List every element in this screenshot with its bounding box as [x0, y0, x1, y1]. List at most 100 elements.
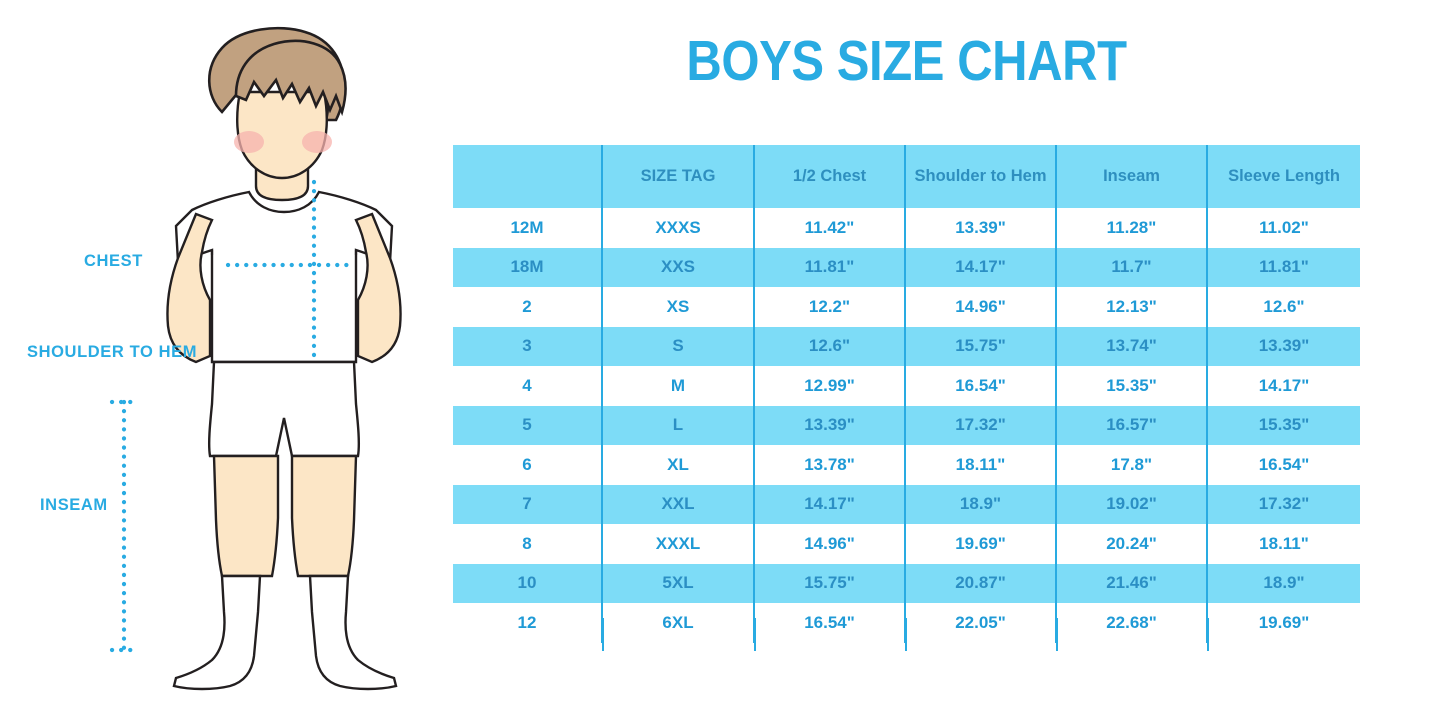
column-header-shoulder-to-hem: Shoulder to Hem: [904, 145, 1056, 208]
cell-sleeve-length: 17.32": [1206, 484, 1360, 524]
column-header-inseam: Inseam: [1055, 145, 1207, 208]
cell-size: 12M: [510, 217, 544, 237]
arm-right: [354, 212, 402, 364]
table-row: 18M XXS 11.81" 14.17" 11.7" 11.81": [453, 247, 1360, 287]
cell-sleeve-length: 19.69": [1206, 603, 1360, 643]
chest-label: CHEST: [84, 252, 143, 270]
arm-left: [166, 212, 214, 364]
cell-size-tag: XXL: [601, 484, 754, 524]
cell-shoulder-to-hem: 19.69": [904, 524, 1056, 564]
cell-half-chest: 16.54": [753, 603, 905, 643]
table-row: 10 5XL 15.75" 20.87" 21.46" 18.9": [453, 563, 1360, 603]
cell-sleeve-length: 13.39": [1206, 326, 1360, 366]
cell-sleeve-length: 12.6": [1206, 287, 1360, 327]
table-row: 3 S 12.6" 15.75" 13.74" 13.39": [453, 326, 1360, 366]
cell-size: 5: [522, 415, 532, 435]
cell-inseam: 19.02": [1055, 484, 1207, 524]
shoulder-to-hem-label: SHOULDER TO HEM: [27, 343, 198, 361]
hair-fringe: [234, 39, 347, 117]
cell-size: 7: [522, 494, 532, 514]
cell-sleeve-length: 18.9": [1206, 563, 1360, 603]
cell-inseam: 13.74": [1055, 326, 1207, 366]
cell-half-chest: 15.75": [753, 563, 905, 603]
cell-size-tag: S: [601, 326, 754, 366]
cell-shoulder-to-hem: 16.54": [904, 366, 1056, 406]
cell-inseam: 11.7": [1055, 247, 1207, 287]
shorts: [207, 360, 361, 458]
cell-shoulder-to-hem: 14.17": [904, 247, 1056, 287]
thigh-left: [212, 454, 280, 578]
table-row: 12 6XL 16.54" 22.05" 22.68" 19.69": [453, 603, 1360, 643]
table-row: 12M XXXS 11.42" 13.39" 11.28" 11.02": [453, 208, 1360, 248]
size-chart-table-container: SIZE TAG 1/2 Chest Shoulder to Hem Insea…: [453, 145, 1360, 643]
cell-inseam: 17.8": [1055, 445, 1207, 485]
sock-right: [308, 574, 398, 691]
cell-size-tag: XXS: [601, 247, 754, 287]
cell-half-chest: 14.17": [753, 484, 905, 524]
cell-shoulder-to-hem: 14.96": [904, 287, 1056, 327]
column-header-size-tag: SIZE TAG: [601, 145, 754, 208]
cell-size-tag: XXXL: [601, 524, 754, 564]
table-row: 6 XL 13.78" 18.11" 17.8" 16.54": [453, 445, 1360, 485]
inseam-label: INSEAM: [40, 496, 108, 514]
cell-sleeve-length: 11.02": [1206, 208, 1360, 248]
cell-shoulder-to-hem: 20.87": [904, 563, 1056, 603]
cell-inseam: 12.13": [1055, 287, 1207, 327]
cell-inseam: 21.46": [1055, 563, 1207, 603]
cell-inseam: 22.68": [1055, 603, 1207, 643]
cell-half-chest: 11.42": [753, 208, 905, 248]
table-row: 5 L 13.39" 17.32" 16.57" 15.35": [453, 405, 1360, 445]
cell-shoulder-to-hem: 15.75": [904, 326, 1056, 366]
cheek-right: [302, 131, 332, 153]
cell-size-tag: XS: [601, 287, 754, 327]
table-row: 2 XS 12.2" 14.96" 12.13" 12.6": [453, 287, 1360, 327]
cell-size: 10: [517, 573, 537, 593]
boy-figure-svg: [109, 26, 402, 691]
cell-half-chest: 11.81": [753, 247, 905, 287]
sock-left: [172, 574, 262, 691]
sleeve-seams: [210, 250, 358, 255]
table-row: 7 XXL 14.17" 18.9" 19.02" 17.32": [453, 484, 1360, 524]
tshirt: [174, 190, 394, 364]
cheek-left: [234, 131, 264, 153]
cell-size: 12: [517, 612, 537, 632]
cell-half-chest: 12.99": [753, 366, 905, 406]
cell-size: 6: [522, 454, 532, 474]
cell-shoulder-to-hem: 22.05": [904, 603, 1056, 643]
cell-shoulder-to-hem: 13.39": [904, 208, 1056, 248]
cell-inseam: 11.28": [1055, 208, 1207, 248]
cell-size-tag: 5XL: [601, 563, 754, 603]
cell-half-chest: 14.96": [753, 524, 905, 564]
cell-half-chest: 13.39": [753, 405, 905, 445]
cell-size-tag: M: [601, 366, 754, 406]
cell-shoulder-to-hem: 18.11": [904, 445, 1056, 485]
cell-sleeve-length: 16.54": [1206, 445, 1360, 485]
cell-sleeve-length: 18.11": [1206, 524, 1360, 564]
cell-half-chest: 12.2": [753, 287, 905, 327]
cell-size: 3: [522, 336, 532, 356]
cell-size: 8: [522, 533, 532, 553]
cell-size: 18M: [510, 257, 544, 277]
table-header-row: SIZE TAG 1/2 Chest Shoulder to Hem Insea…: [453, 145, 1360, 208]
cell-sleeve-length: 14.17": [1206, 366, 1360, 406]
column-header-sleeve-length: Sleeve Length: [1206, 145, 1360, 208]
cell-size-tag: L: [601, 405, 754, 445]
table-header: SIZE TAG 1/2 Chest Shoulder to Hem Insea…: [453, 145, 1360, 208]
column-header-size: [453, 145, 602, 208]
cell-inseam: 20.24": [1055, 524, 1207, 564]
table-row: 4 M 12.99" 16.54" 15.35" 14.17": [453, 366, 1360, 406]
thigh-right: [290, 454, 358, 578]
cell-sleeve-length: 15.35": [1206, 405, 1360, 445]
cell-size-tag: XXXS: [601, 208, 754, 248]
cell-inseam: 16.57": [1055, 405, 1207, 445]
column-header-half-chest: 1/2 Chest: [753, 145, 905, 208]
cell-size-tag: 6XL: [601, 603, 754, 643]
cell-shoulder-to-hem: 17.32": [904, 405, 1056, 445]
cell-size: 4: [522, 375, 532, 395]
cell-half-chest: 13.78": [753, 445, 905, 485]
cell-inseam: 15.35": [1055, 366, 1207, 406]
cell-sleeve-length: 11.81": [1206, 247, 1360, 287]
size-chart-table: SIZE TAG 1/2 Chest Shoulder to Hem Insea…: [453, 145, 1360, 643]
cell-size-tag: XL: [601, 445, 754, 485]
table-body: 12M XXXS 11.42" 13.39" 11.28" 11.02" 18M XXS 11.…: [453, 208, 1360, 643]
